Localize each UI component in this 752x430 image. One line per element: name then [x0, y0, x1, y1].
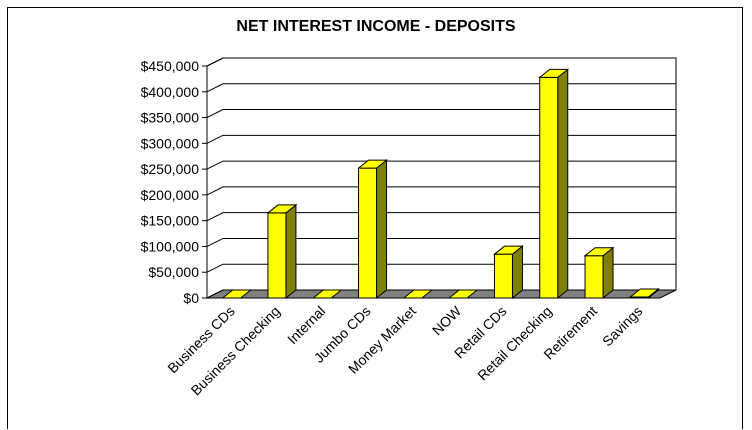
- gridline: [206, 134, 676, 144]
- gridline: [206, 109, 676, 119]
- bar: [221, 289, 253, 299]
- bar: [266, 203, 298, 300]
- gridline: [206, 186, 676, 196]
- bar-side: [285, 203, 297, 300]
- gridline: [206, 237, 676, 247]
- bar-top: [266, 204, 298, 214]
- bar-top: [583, 247, 615, 257]
- x-category-label: Business Checking: [188, 303, 284, 399]
- y-tick-label: $50,000: [148, 264, 199, 280]
- x-category-label: NOW: [429, 302, 465, 338]
- y-tick-label: $400,000: [141, 84, 200, 100]
- bar: [493, 245, 524, 300]
- gridline: [206, 263, 676, 273]
- bar-front: [267, 212, 287, 299]
- bar-side: [376, 159, 388, 300]
- x-category-label: Savings: [599, 303, 646, 350]
- gridline: [206, 83, 676, 93]
- bar: [311, 289, 343, 299]
- bar: [447, 289, 479, 299]
- chart-frame: [7, 7, 743, 429]
- bar-top: [221, 289, 253, 299]
- y-tick-label: $300,000: [141, 135, 200, 151]
- y-tick-label: $0: [183, 290, 199, 306]
- bar-top: [311, 289, 343, 299]
- y-tick-label: $150,000: [141, 213, 200, 229]
- bar-top: [493, 245, 524, 255]
- y-axis-tick-labels: $0 $50,000 $100,000 $150,000 $200,000 $250,00…: [141, 58, 200, 306]
- y-tick-label: $450,000: [141, 58, 200, 74]
- bar-front: [358, 167, 378, 299]
- bar-front: [584, 255, 604, 299]
- bar-side: [602, 246, 614, 300]
- bar: [357, 159, 388, 300]
- bar-front: [493, 253, 513, 299]
- bars: [221, 68, 660, 300]
- y-tick-label: $100,000: [141, 238, 200, 254]
- bar: [628, 287, 660, 300]
- y-tick-label: $350,000: [141, 110, 200, 126]
- bar-top: [628, 288, 660, 298]
- chart-title: NET INTEREST INCOME - DEPOSITS: [236, 18, 516, 35]
- gridline: [206, 212, 676, 222]
- bar-front: [539, 76, 559, 299]
- x-category-label: Internal: [284, 303, 328, 347]
- bar-side: [557, 68, 569, 300]
- y-tick-label: $250,000: [141, 161, 200, 177]
- bar: [583, 246, 615, 300]
- bar-top: [538, 68, 570, 78]
- gridline: [206, 160, 676, 170]
- bar-top: [357, 159, 388, 169]
- bar: [538, 68, 570, 300]
- bar-top: [447, 289, 479, 299]
- bar-side: [511, 245, 523, 300]
- bar: [402, 289, 434, 299]
- y-tick-label: $200,000: [141, 187, 200, 203]
- bar-top: [402, 289, 434, 299]
- gridline: [206, 57, 676, 67]
